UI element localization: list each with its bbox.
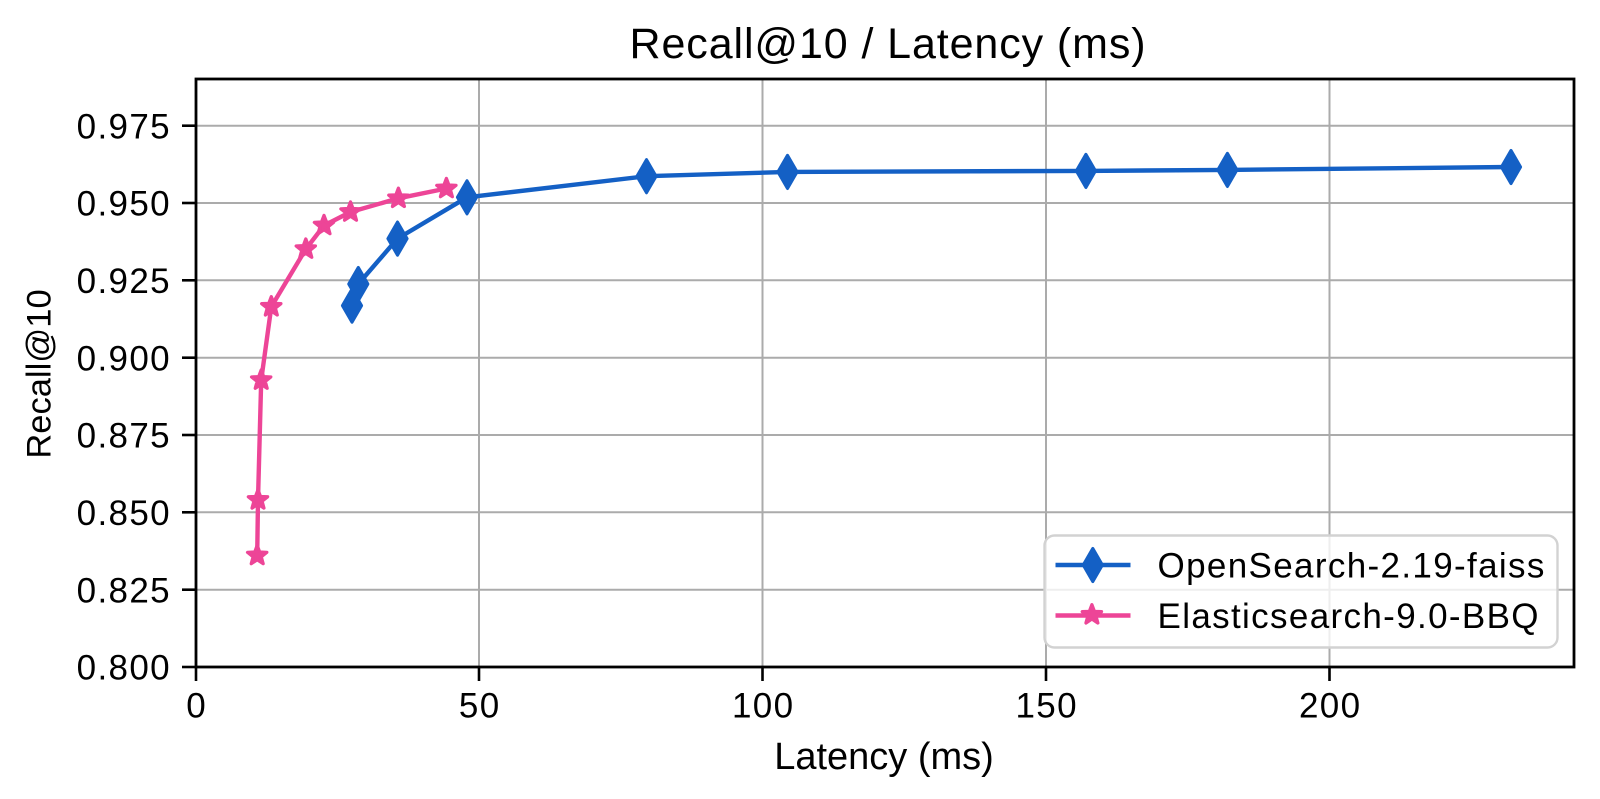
svg-text:Elasticsearch-9.0-BBQ: Elasticsearch-9.0-BBQ xyxy=(1158,597,1540,636)
svg-text:0.950: 0.950 xyxy=(77,185,171,224)
svg-text:0.975: 0.975 xyxy=(77,107,171,146)
svg-text:150: 150 xyxy=(1015,687,1077,726)
svg-text:Recall@10 / Latency (ms): Recall@10 / Latency (ms) xyxy=(630,20,1147,68)
svg-text:0.825: 0.825 xyxy=(77,571,171,610)
svg-text:0: 0 xyxy=(186,687,207,726)
svg-text:50: 50 xyxy=(459,687,501,726)
svg-text:0.900: 0.900 xyxy=(77,339,171,378)
svg-text:0.875: 0.875 xyxy=(77,417,171,456)
svg-text:0.925: 0.925 xyxy=(77,262,171,301)
svg-text:Recall@10: Recall@10 xyxy=(21,289,59,458)
svg-text:200: 200 xyxy=(1299,687,1361,726)
svg-text:Latency (ms): Latency (ms) xyxy=(774,736,994,778)
svg-text:OpenSearch-2.19-faiss: OpenSearch-2.19-faiss xyxy=(1158,547,1546,586)
svg-text:100: 100 xyxy=(732,687,794,726)
svg-text:0.800: 0.800 xyxy=(77,649,171,688)
svg-text:0.850: 0.850 xyxy=(77,494,171,533)
